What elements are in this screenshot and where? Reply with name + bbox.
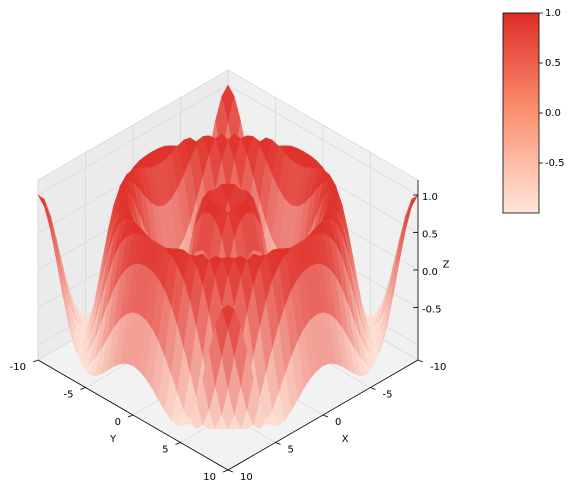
surface-facet bbox=[221, 304, 235, 329]
x-tick bbox=[417, 359, 424, 363]
grid-line bbox=[37, 84, 229, 196]
grid-line bbox=[227, 84, 419, 196]
x-tick bbox=[227, 469, 234, 473]
axis-lines bbox=[32, 180, 424, 473]
x-tick-label: -10 bbox=[430, 362, 446, 373]
y-axis-label: Y bbox=[109, 434, 117, 445]
x-tick bbox=[322, 414, 329, 418]
z-tick-label: -0.5 bbox=[422, 305, 442, 316]
y-tick-label: 5 bbox=[162, 445, 168, 456]
y-tick bbox=[175, 442, 181, 445]
x-tick bbox=[370, 387, 376, 390]
z-tick-label: 1.0 bbox=[422, 192, 438, 203]
x-tick-label: 5 bbox=[288, 445, 294, 456]
x-tick bbox=[275, 442, 281, 445]
surface-mesh bbox=[37, 84, 419, 430]
colorbar-tick-label: 0.5 bbox=[545, 58, 561, 69]
y-tick bbox=[32, 359, 39, 363]
x-tick-label: -5 bbox=[383, 390, 393, 401]
colorbar-tick-label: 0.0 bbox=[545, 108, 561, 119]
colorbar-gradient bbox=[502, 12, 540, 214]
colorbar-tick-label: 1.0 bbox=[545, 8, 561, 19]
colorbar: -0.5 0.0 0.5 1.0 bbox=[502, 8, 565, 214]
y-tick bbox=[127, 414, 134, 418]
x-tick-label: 0 bbox=[335, 417, 341, 428]
y-tick-label: -5 bbox=[64, 390, 74, 401]
z-tick-label: 0.0 bbox=[422, 267, 438, 278]
tick-labels: -10 -5 0 5 10 Y -10 -5 0 5 10 X -0.5 0.0 0.5 1.0 Z bbox=[10, 192, 450, 483]
y-tick-label: 10 bbox=[203, 472, 216, 483]
y-tick-label: -10 bbox=[10, 362, 26, 373]
x-tick-label: 10 bbox=[240, 472, 253, 483]
x-axis-label: X bbox=[342, 434, 349, 445]
z-tick-label: 0.5 bbox=[422, 230, 438, 241]
colorbar-tick-label: -0.5 bbox=[545, 158, 565, 169]
y-tick-label: 0 bbox=[115, 417, 121, 428]
z-axis-label: Z bbox=[443, 260, 450, 271]
y-tick bbox=[80, 387, 86, 390]
y-tick bbox=[222, 469, 229, 473]
